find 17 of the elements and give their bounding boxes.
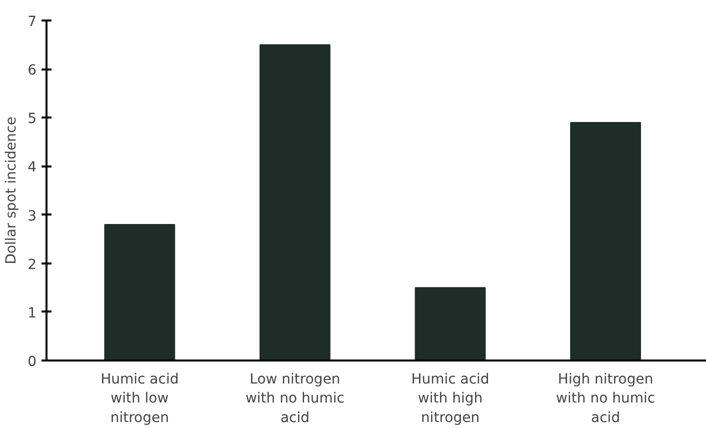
- x-tick-label: Humic acid with high nitrogen: [411, 372, 490, 426]
- x-tick-label: Low nitrogen with no humic acid: [245, 372, 344, 426]
- y-tick-label: 7: [28, 14, 37, 30]
- y-tick-label: 5: [28, 111, 37, 128]
- y-axis-title: Dollar spot incidence: [4, 116, 20, 264]
- bar: [570, 122, 641, 360]
- y-tick-label: 1: [28, 305, 37, 322]
- bar: [260, 44, 330, 360]
- y-tick-label: 6: [28, 62, 37, 79]
- y-tick-label: 0: [28, 354, 37, 370]
- x-tick-label: Humic acid with low nitrogen: [100, 372, 179, 426]
- bar: [414, 287, 486, 360]
- y-tick-label: 4: [28, 160, 37, 176]
- y-tick-label: 2: [28, 256, 37, 273]
- bar: [104, 224, 176, 360]
- x-tick-label: High nitrogen with no humic acid: [556, 372, 656, 426]
- y-tick-label: 3: [28, 208, 37, 224]
